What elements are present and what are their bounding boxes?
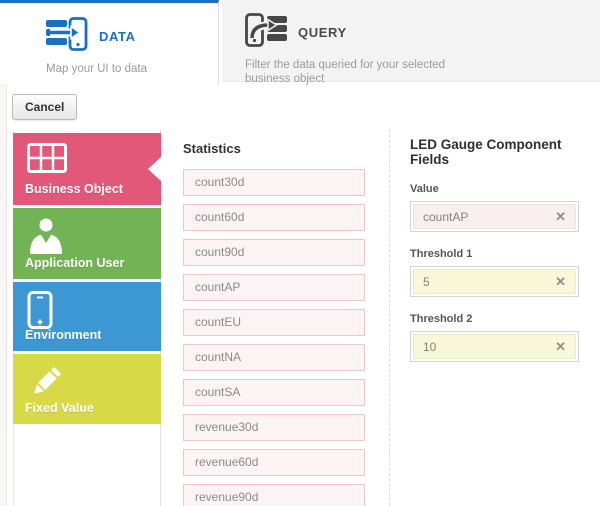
tab-query-label: QUERY — [298, 25, 347, 40]
threshold1-field-value: 5 — [423, 274, 430, 289]
stat-field-countEU[interactable]: countEU — [183, 309, 365, 336]
page-left-edge — [0, 0, 7, 506]
value-field-label: Value — [410, 183, 439, 195]
stat-field-revenue90d[interactable]: revenue90d — [183, 484, 365, 506]
data-mapping-icon — [46, 17, 88, 56]
query-filter-icon — [245, 13, 287, 52]
cancel-button[interactable]: Cancel — [12, 94, 78, 120]
stat-field-count60d[interactable]: count60d — [183, 204, 365, 231]
tab-data[interactable]: DATA Map your UI to data — [0, 0, 219, 84]
sidebar-item-environment[interactable]: Environment — [13, 282, 161, 351]
stat-field-countAP[interactable]: countAP — [183, 274, 365, 301]
value-field[interactable]: countAP ✕ — [410, 201, 579, 232]
stat-field-revenue30d[interactable]: revenue30d — [183, 414, 365, 441]
tab-query[interactable]: QUERY Filter the data queried for your s… — [222, 0, 600, 85]
statistics-panel: Statistics count30d count60d count90d co… — [183, 130, 365, 506]
threshold1-field-label: Threshold 1 — [410, 248, 473, 260]
sidebar-item-application-user[interactable]: Application User — [13, 208, 161, 279]
sidebar-item-business-object[interactable]: Business Object — [13, 133, 161, 205]
threshold1-field[interactable]: 5 ✕ — [410, 266, 579, 297]
clear-icon[interactable]: ✕ — [555, 209, 566, 224]
sidebar-item-label: Application User — [25, 256, 125, 270]
stat-field-revenue60d[interactable]: revenue60d — [183, 449, 365, 476]
sidebar-item-label: Environment — [25, 328, 102, 342]
threshold2-field-label: Threshold 2 — [410, 313, 473, 325]
sidebar-item-label: Fixed Value — [25, 401, 94, 415]
clear-icon[interactable]: ✕ — [555, 274, 566, 289]
threshold2-field[interactable]: 10 ✕ — [410, 331, 579, 362]
tab-query-description: Filter the data queried for your selecte… — [245, 59, 446, 85]
component-fields-panel: LED Gauge Component Fields Value countAP… — [410, 130, 579, 362]
tab-data-description: Map your UI to data — [46, 63, 147, 75]
tab-data-label: DATA — [99, 29, 136, 44]
stat-field-countNA[interactable]: countNA — [183, 344, 365, 371]
panel-divider — [389, 130, 390, 506]
statistics-title: Statistics — [183, 141, 241, 156]
stat-field-count30d[interactable]: count30d — [183, 169, 365, 196]
sidebar-item-label: Business Object — [25, 182, 123, 196]
sidebar-item-fixed-value[interactable]: Fixed Value — [13, 354, 161, 424]
value-field-value: countAP — [423, 209, 469, 224]
stat-field-countSA[interactable]: countSA — [183, 379, 365, 406]
clear-icon[interactable]: ✕ — [555, 339, 566, 354]
threshold2-field-value: 10 — [423, 339, 437, 354]
stat-field-count90d[interactable]: count90d — [183, 239, 365, 266]
component-fields-title: LED Gauge Component Fields — [410, 137, 562, 167]
mapping-source-sidebar: Business Object Application User Envir — [13, 130, 161, 506]
